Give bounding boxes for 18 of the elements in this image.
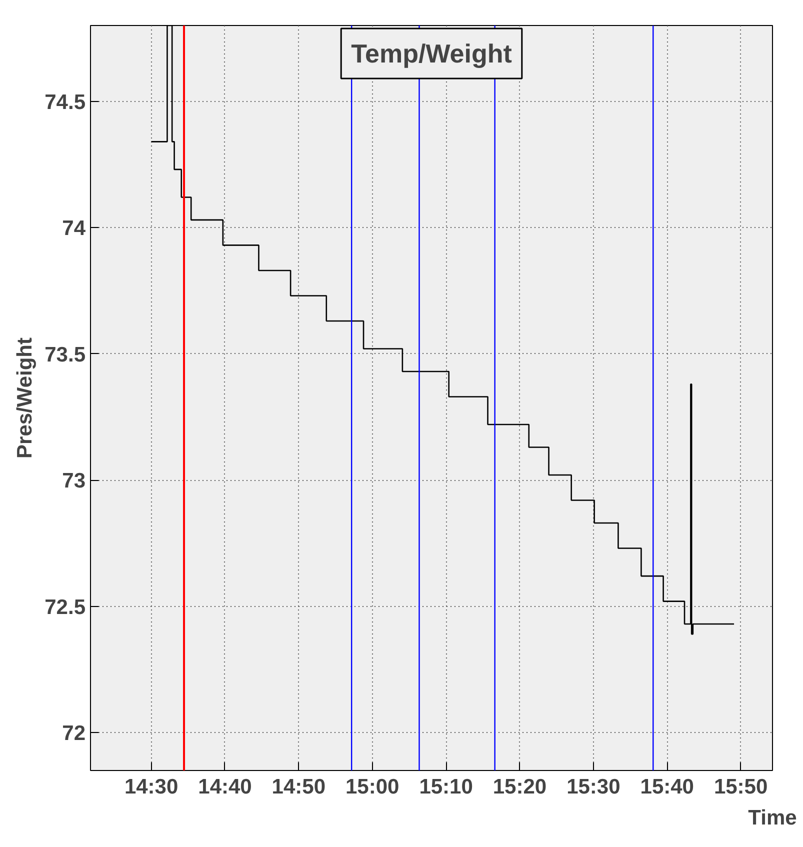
y-tick-label: 73.5 (44, 343, 86, 366)
y-tick-label: 72 (62, 722, 86, 746)
x-tick-label: 15:40 (640, 776, 694, 798)
x-tick-label: 14:50 (272, 776, 326, 798)
x-tick-label: 15:10 (419, 776, 473, 798)
y-tick-label: 72.5 (44, 596, 86, 619)
x-tick-label: 14:30 (124, 776, 178, 798)
x-tick-label: 15:50 (714, 776, 768, 798)
x-tick-label: 14:40 (198, 776, 252, 798)
y-axis-title: Pres/Weight (14, 338, 37, 458)
text: Temp/Weight (351, 38, 512, 68)
x-tick-label: 15:20 (492, 776, 547, 798)
x-axis-title: Time (748, 806, 797, 830)
y-tick-label: 73 (62, 470, 86, 493)
y-tick-label: 74 (62, 217, 86, 240)
y-tick-label: 74.5 (44, 90, 86, 114)
x-tick-label: 15:00 (346, 776, 400, 798)
x-tick-label: 15:30 (566, 776, 620, 798)
